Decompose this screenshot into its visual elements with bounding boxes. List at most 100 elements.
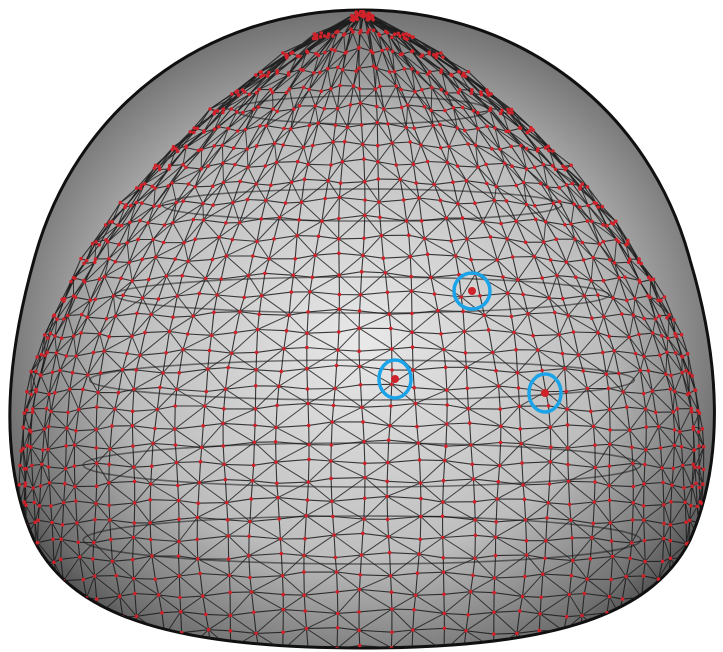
- mesh-vertex: [281, 607, 286, 612]
- mesh-vertex: [215, 293, 219, 297]
- mesh-vertex: [638, 368, 643, 373]
- mesh-vertex: [329, 87, 333, 91]
- mesh-vertex: [601, 223, 605, 227]
- mesh-vertex: [594, 201, 598, 206]
- mesh-vertex: [152, 204, 156, 208]
- mesh-vertex: [160, 610, 164, 615]
- mesh-vertex: [554, 237, 559, 241]
- mesh-vertex: [79, 256, 83, 261]
- mesh-vertex: [425, 252, 430, 257]
- mesh-vertex: [700, 541, 705, 545]
- mesh-vertex: [153, 426, 157, 431]
- mesh-vertex: [79, 312, 84, 317]
- mesh-vertex: [68, 387, 72, 392]
- mesh-vertex: [578, 633, 582, 637]
- mesh-vertex: [662, 502, 666, 507]
- mesh-vertex: [505, 237, 509, 241]
- mesh-vertex: [221, 444, 225, 448]
- mesh-vertex: [685, 351, 690, 356]
- mesh-vertex: [107, 480, 111, 485]
- mesh-vertex: [93, 297, 97, 302]
- mesh-vertex: [631, 313, 636, 318]
- mesh-vertex: [509, 144, 514, 149]
- mesh-vertex: [230, 237, 235, 242]
- mesh-vertex: [360, 10, 365, 15]
- mesh-vertex: [84, 258, 89, 263]
- mesh-vertex: [388, 574, 393, 578]
- mesh-vertex: [404, 32, 409, 36]
- mesh-vertex: [150, 554, 154, 558]
- mesh-vertex: [107, 462, 111, 467]
- mesh-vertex: [248, 575, 252, 580]
- mesh-vertex: [363, 198, 367, 202]
- mesh-vertex: [59, 336, 64, 341]
- mesh-vertex: [697, 465, 701, 470]
- mesh-vertex: [211, 203, 215, 207]
- mesh-vertex: [463, 74, 468, 79]
- mesh-vertex: [635, 630, 640, 634]
- mesh-vertex: [136, 632, 141, 636]
- mesh-vertex: [361, 420, 365, 424]
- mesh-vertex: [516, 386, 521, 390]
- mesh-vertex: [198, 571, 202, 576]
- mesh-vertex: [378, 215, 382, 220]
- mesh-vertex: [340, 67, 345, 72]
- mesh-vertex: [22, 500, 27, 504]
- mesh-vertex: [465, 237, 469, 241]
- mesh-vertex: [410, 311, 414, 316]
- mesh-vertex: [143, 330, 147, 335]
- mesh-vertex: [335, 646, 339, 648]
- mesh-vertex: [564, 389, 568, 394]
- mesh-vertex: [30, 410, 35, 415]
- mesh-vertex: [374, 104, 379, 109]
- mesh-vertex: [440, 514, 445, 519]
- mesh-vertex: [121, 293, 125, 298]
- mesh-vertex: [265, 74, 270, 78]
- mesh-vertex: [507, 129, 511, 133]
- mesh-vertex: [108, 518, 112, 522]
- mesh-vertex: [92, 260, 97, 265]
- mesh-vertex: [62, 631, 66, 636]
- mesh-vertex: [291, 107, 296, 111]
- mesh-vertex: [569, 222, 573, 226]
- mesh-vertex: [229, 351, 234, 356]
- mesh-vertex: [357, 87, 362, 91]
- mesh-vertex: [253, 407, 258, 411]
- mesh-vertex: [138, 186, 143, 191]
- mesh-vertex: [569, 163, 573, 168]
- mesh-vertex: [582, 591, 587, 596]
- mesh-vertex: [226, 557, 231, 561]
- mesh-vertex: [55, 576, 59, 580]
- mesh-vertex: [138, 353, 142, 358]
- mesh-vertex: [665, 316, 669, 320]
- mesh-vertex: [541, 572, 545, 576]
- mesh-vertex: [335, 590, 340, 594]
- mesh-vertex: [108, 447, 112, 451]
- mesh-vertex: [30, 616, 34, 621]
- mesh-vertex: [476, 165, 480, 169]
- mesh-vertex: [468, 589, 473, 594]
- mesh-vertex: [612, 349, 616, 353]
- mesh-vertex: [270, 90, 275, 95]
- mesh-vertex: [337, 307, 342, 312]
- mesh-vertex: [36, 518, 41, 523]
- mesh-vertex: [170, 181, 174, 185]
- mesh-vertex: [72, 464, 77, 468]
- mesh-vertex: [267, 70, 271, 75]
- mesh-vertex: [625, 298, 629, 303]
- mesh-vertex: [412, 385, 417, 390]
- mesh-vertex: [564, 614, 569, 619]
- mesh-vertex: [302, 177, 307, 182]
- mesh-vertex: [223, 387, 228, 392]
- mesh-vertex: [442, 592, 446, 597]
- mesh-vertex: [176, 483, 180, 488]
- mesh-vertex: [334, 570, 339, 574]
- mesh-vertex: [589, 409, 593, 414]
- mesh-vertex: [412, 126, 417, 130]
- mesh-vertex: [546, 404, 551, 408]
- mesh-vertex: [385, 47, 389, 51]
- mesh-vertex: [329, 443, 334, 447]
- mesh-vertex: [363, 461, 367, 466]
- mesh-vertex: [607, 498, 612, 503]
